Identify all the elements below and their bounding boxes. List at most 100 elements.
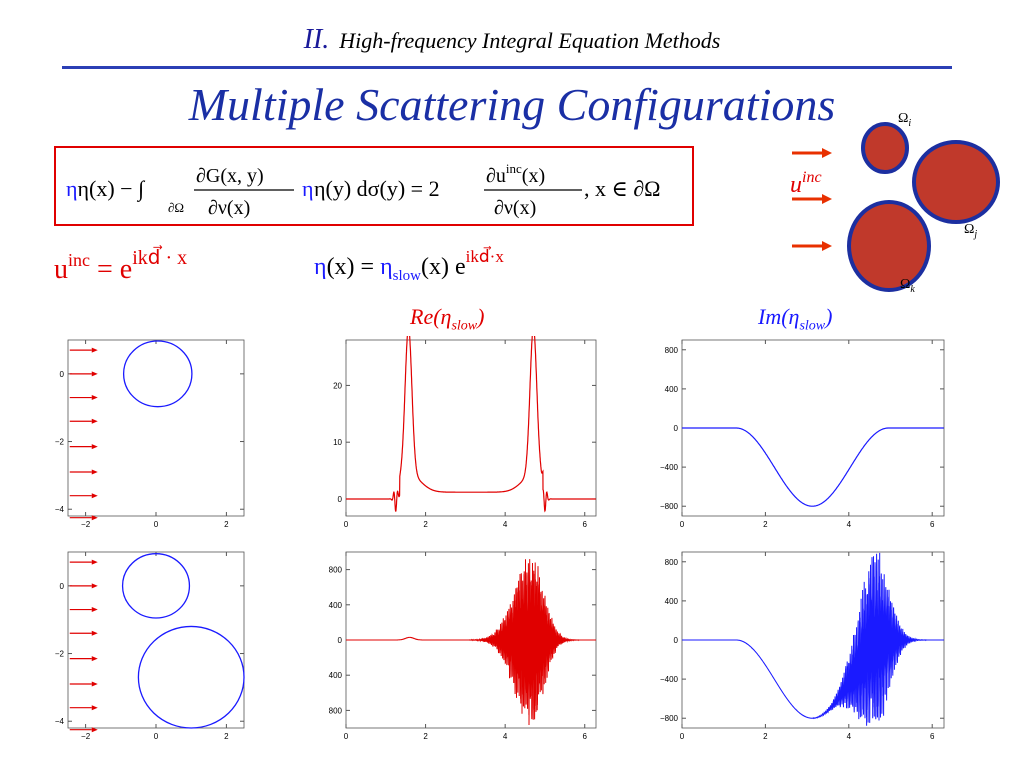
y-tick-label: 10 — [333, 438, 342, 447]
eq-eta-y: η — [302, 176, 314, 201]
svg-text:uinc = eikd⃗ · x: uinc = eikd⃗ · x — [54, 244, 187, 285]
section-header: II. High-frequency Integral Equation Meth… — [0, 24, 1024, 56]
incident-arrowhead — [91, 583, 98, 589]
x-tick-label: 2 — [224, 520, 229, 529]
y-tick-label: 400 — [329, 671, 343, 680]
plot-real-one: 0 2 4 6 0 10 20 — [333, 336, 597, 529]
plot-geometry-one: −2 0 2 −4 −2 0 — [55, 339, 245, 529]
y-tick-label: 400 — [329, 601, 343, 610]
caption-imag: Im(ηslow) — [758, 304, 833, 334]
incident-arrowhead — [91, 515, 98, 521]
svg-text:Ωi: Ωi — [898, 111, 911, 129]
y-tick-label: 0 — [60, 582, 65, 591]
series-line — [346, 336, 596, 513]
svg-text:uinc: uinc — [790, 169, 822, 198]
x-tick-label: 6 — [930, 520, 935, 529]
incident-arrowhead — [91, 418, 98, 424]
label-omega-i: Ω — [898, 111, 908, 126]
y-tick-label: −800 — [660, 502, 679, 511]
incident-arrows — [792, 148, 832, 251]
inc-sup: inc — [68, 250, 90, 270]
y-tick-label: 400 — [665, 385, 679, 394]
x-tick-label: 4 — [503, 732, 508, 741]
svg-text:∂uinc(x): ∂uinc(x) — [486, 161, 545, 187]
incident-arrowhead — [91, 371, 98, 377]
incident-arrowhead — [91, 630, 98, 636]
x-tick-label: 0 — [154, 732, 159, 741]
ansatz-slow-sub: slow — [393, 268, 422, 284]
x-tick-label: 0 — [344, 732, 349, 741]
x-tick-label: 6 — [583, 520, 588, 529]
x-tick-label: −2 — [81, 732, 91, 741]
section-number: II. — [303, 24, 330, 55]
ansatz-exp: ikd⃗·x — [466, 246, 505, 266]
x-tick-label: 6 — [583, 732, 588, 741]
y-tick-label: 800 — [665, 346, 679, 355]
x-tick-label: 0 — [680, 732, 685, 741]
eq-lhs: η(x) − ∫ — [78, 176, 147, 202]
x-tick-label: 2 — [763, 520, 768, 529]
eq-domain: ∂Ω — [168, 200, 184, 215]
caption-real: Re(ηslow) — [410, 304, 485, 334]
diagram-u: u — [790, 172, 802, 198]
incident-arrowhead — [91, 656, 98, 662]
inc-u: u — [54, 254, 68, 285]
incident-arrowhead — [91, 469, 98, 475]
scatterer-circle — [122, 340, 193, 408]
x-tick-label: 4 — [503, 520, 508, 529]
svg-text:Ωj: Ωj — [964, 222, 977, 240]
scatterer-circle — [121, 553, 191, 619]
integral-equation-box: ηη(x) − ∫ ∂Ω ∂G(x, y) ∂ν(x) η η(y) dσ(y)… — [54, 146, 694, 226]
incident-arrowhead — [91, 727, 98, 733]
incident-arrowhead — [91, 681, 98, 687]
inc-exp: ikd⃗ · x — [132, 244, 187, 269]
y-tick-label: 0 — [674, 424, 679, 433]
series-line — [346, 559, 596, 726]
x-tick-label: 0 — [154, 520, 159, 529]
ansatz-x: (x) = — [327, 254, 381, 280]
y-tick-label: −2 — [55, 438, 65, 447]
slide-title: Multiple Scattering Configurations — [188, 79, 836, 130]
eq-u-sup: inc — [506, 161, 522, 176]
x-tick-label: 2 — [763, 732, 768, 741]
x-tick-label: −2 — [81, 520, 91, 529]
plot-imag-one: 0 2 4 6 −800 −400 0 400 800 — [660, 339, 945, 529]
y-tick-label: 0 — [674, 636, 679, 645]
eq-u-arg: (x) — [522, 165, 545, 187]
y-tick-label: −800 — [660, 714, 679, 723]
y-tick-label: 20 — [333, 381, 342, 390]
incident-arrowhead — [91, 607, 98, 613]
svg-text:Ωk: Ωk — [900, 277, 915, 295]
y-tick-label: −400 — [660, 463, 679, 472]
x-tick-label: 2 — [423, 732, 428, 741]
x-tick-label: 4 — [847, 732, 852, 741]
ansatz-eta-slow: η — [380, 254, 393, 280]
x-tick-label: 2 — [224, 732, 229, 741]
y-tick-label: 0 — [338, 495, 343, 504]
disk-omega-i — [861, 122, 909, 174]
incident-arrowhead — [91, 347, 98, 353]
label-omega-k: Ω — [900, 277, 910, 292]
eq-u-num: ∂u — [486, 165, 506, 187]
plot-frame — [67, 339, 245, 517]
svg-text:ηη(x) − ∫: ηη(x) − ∫ — [66, 176, 146, 202]
y-tick-label: 0 — [60, 370, 65, 379]
x-tick-label: 6 — [930, 732, 935, 741]
y-tick-label: −400 — [660, 675, 679, 684]
eq-rest: η(y) dσ(y) = 2 — [314, 176, 440, 201]
ansatz-x2: (x) e — [421, 254, 466, 280]
scattering-diagram: uinc Ωi Ωj Ωk — [790, 111, 1000, 295]
plot-imag-two: 0 2 4 6 −800 −400 0 400 800 — [660, 551, 945, 741]
y-tick-label: −2 — [55, 650, 65, 659]
svg-text:η(x) = ηslow(x) eikd⃗·x: η(x) = ηslow(x) eikd⃗·x — [314, 246, 504, 284]
x-tick-label: 0 — [344, 520, 349, 529]
series-line — [682, 427, 944, 507]
incident-arrowhead — [91, 444, 98, 450]
disk-omega-j — [912, 140, 1000, 224]
incident-arrowhead — [91, 395, 98, 401]
y-tick-label: 800 — [329, 566, 343, 575]
x-tick-label: 2 — [423, 520, 428, 529]
y-tick-label: −4 — [55, 717, 65, 726]
section-title: High-frequency Integral Equation Methods — [339, 28, 721, 53]
eq-where: , x ∈ ∂Ω — [584, 176, 661, 201]
